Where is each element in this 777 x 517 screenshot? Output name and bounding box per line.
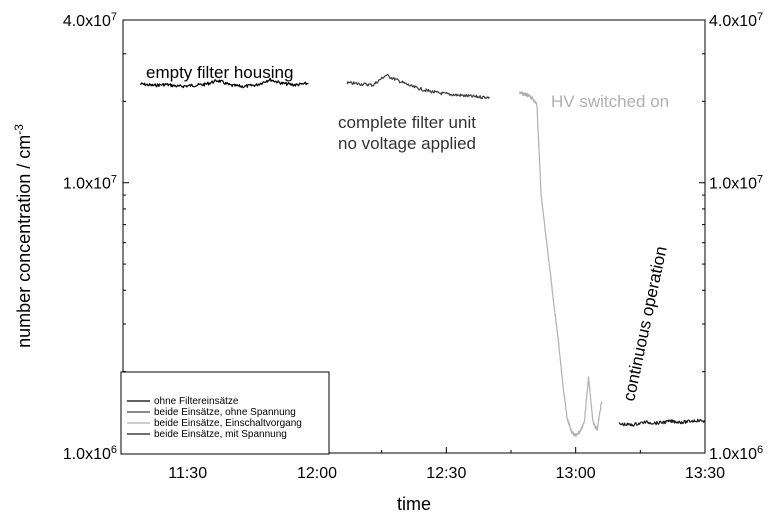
legend-box [120,371,330,455]
legend-label: beide Einsätze, Einschaltvorgang [154,418,302,429]
y-axis-title-exponent: -3 [12,124,26,135]
series-line-2 [346,73,490,100]
y-tick-label-right: 4.0x107 [709,11,763,30]
x-axis-ticks: 11:30 12:00 12:30 13:00 13:30 [122,447,725,482]
series-line-3 [519,91,603,437]
y-tick-label: 1.0x106 [63,444,117,463]
x-tick-label: 13:30 [685,465,725,482]
y-tick-label: 4.0x107 [63,11,117,30]
y-tick-label-right: 1.0x107 [709,174,763,193]
series-line-1 [139,77,309,89]
y-axis-title-text: number concentration / cm [14,135,34,348]
legend-label: beide Einsätze, mit Spannung [154,429,287,440]
x-tick-label: 12:00 [297,465,337,482]
annotation-complete-filter-unit: complete filter unit [338,113,476,132]
legend-label: ohne Filtereinsätze [154,396,239,407]
y-axis-title: number concentration / cm-3 [12,124,34,348]
series-layer [139,73,706,437]
plot-frame [122,19,706,454]
annotation-hv-switched-on: HV switched on [551,92,669,111]
x-tick-label: 12:30 [426,465,466,482]
legend-label: beide Einsätze, ohne Spannung [154,407,296,418]
x-tick-label: 13:00 [556,465,596,482]
x-tick-label: 11:30 [168,465,207,482]
annotation-continuous-operation: continuous operation [619,244,670,402]
series-line-4 [618,418,706,427]
annotation-no-voltage-applied: no voltage applied [338,134,476,153]
y-tick-label: 1.0x107 [63,174,117,193]
y-tick-label-right: 1.0x106 [709,444,763,463]
y-axis-ticks: 1.0x106 1.0x106 1.0x107 1.0x107 4.0x107 4.0x1… [63,11,763,463]
x-axis-title: time [397,494,431,514]
annotation-empty-filter-housing: empty filter housing [146,63,293,82]
